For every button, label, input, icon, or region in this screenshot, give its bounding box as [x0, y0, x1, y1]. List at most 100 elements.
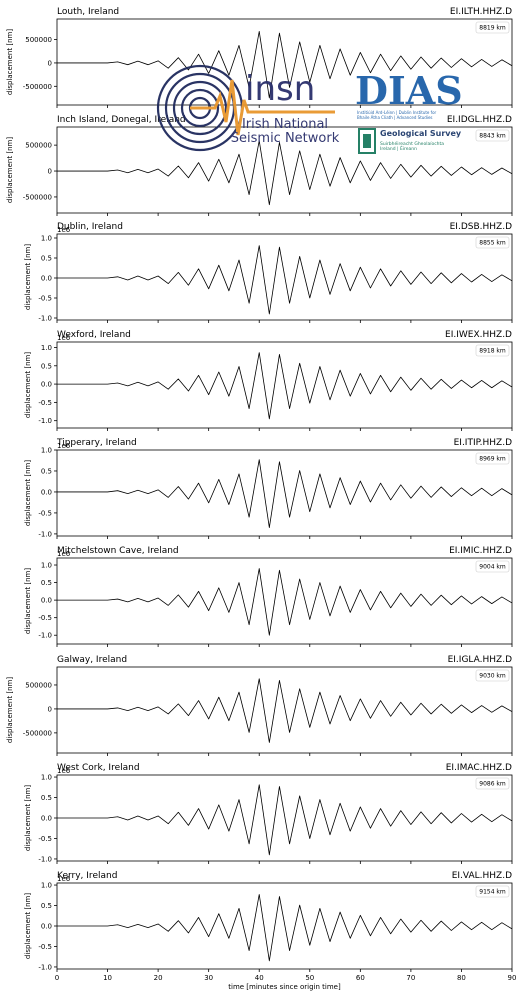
x-tick-label: 70: [406, 974, 415, 982]
logo-dias-sub: Institiúid Ard-Léinn | Dublin Institute …: [357, 110, 437, 115]
distance-box: [475, 560, 510, 573]
y-tick-label: 500000: [25, 142, 52, 150]
waveform: [57, 784, 513, 856]
waveform: [57, 459, 513, 529]
panel-title: West Cork, Ireland: [57, 763, 140, 773]
y-tick-label: -500000: [23, 83, 52, 91]
station-label: EI.ILTH.HHZ.D: [450, 7, 512, 17]
distance-box: [475, 777, 510, 790]
station-label: EI.VAL.HHZ.D: [452, 871, 512, 881]
plot-frame: [56, 18, 513, 106]
x-tick-label: 0: [55, 974, 59, 982]
y-axis-label: displacement [nm]: [6, 137, 14, 203]
panel-title: Kerry, Ireland: [57, 871, 117, 881]
distance-box: [475, 344, 510, 357]
offset-label: 1e6: [57, 442, 71, 450]
distance-label: 9154 km: [479, 889, 506, 896]
y-axis-label: displacement [nm]: [24, 785, 32, 851]
plot-frame: [56, 126, 513, 214]
y-tick-label: -1.0: [38, 855, 52, 863]
distance-label: 8819 km: [479, 25, 506, 32]
y-tick-label: 1.0: [41, 447, 52, 455]
waveform: [57, 568, 513, 636]
logo-gsi-sub: Suirbhéireacht Gheolaíochta: [380, 140, 444, 147]
y-tick-label: 1.0: [41, 562, 52, 570]
station-label: EI.IMIC.HHZ.D: [449, 546, 512, 556]
y-tick-label: -500000: [23, 729, 52, 737]
x-axis-label: time [minutes since origin time]: [228, 983, 341, 991]
y-tick-label: -0.5: [38, 943, 52, 951]
plot-frame: [56, 449, 513, 537]
y-tick-label: 500000: [25, 36, 52, 44]
station-label: EI.IWEX.HHZ.D: [445, 330, 512, 340]
panels: -500000 0 500000 displacement [nm] Louth, Ir…: [6, 7, 516, 991]
plot-frame: [56, 882, 513, 970]
y-tick-label: -1.0: [38, 315, 52, 323]
station-label: EI.DSB.HHZ.D: [450, 222, 512, 232]
distance-label: 8918 km: [479, 348, 506, 355]
distance-label: 9030 km: [479, 673, 506, 680]
y-tick-label: -0.5: [38, 614, 52, 622]
logo-dias-sub: Bhaile Átha Cliath | Advanced Studies: [357, 115, 433, 120]
station-label: EI.ITIP.HHZ.D: [454, 438, 512, 448]
distance-box: [475, 669, 510, 682]
logo-gsi-icon: [358, 128, 376, 154]
logo: insn Irish National Seismic Network DIAS…: [156, 64, 463, 154]
y-tick-label: 0.5: [41, 902, 52, 910]
y-tick-label: 0.0: [41, 381, 52, 389]
panel-title: Wexford, Ireland: [57, 330, 131, 340]
y-tick-label: 1.0: [41, 235, 52, 243]
y-axis-label: displacement [nm]: [24, 568, 32, 634]
y-tick-label: 1.0: [41, 344, 52, 352]
logo-gsi-icon: [363, 134, 371, 148]
waveform: [57, 30, 513, 99]
logo-gsi: Geological Survey: [380, 129, 462, 138]
y-tick-label: 500000: [25, 681, 52, 689]
panel-title: Inch Island, Donegal, Ireland: [57, 115, 186, 125]
y-axis-label: displacement [nm]: [6, 29, 14, 95]
y-tick-label: 0.5: [41, 362, 52, 370]
y-axis-label: displacement [nm]: [24, 244, 32, 310]
x-tick-label: 30: [204, 974, 213, 982]
logo-network: Seismic Network: [231, 131, 340, 146]
distance-label: 9086 km: [479, 781, 506, 788]
logo-wave: [190, 79, 335, 136]
y-tick-label: 1.0: [41, 882, 52, 890]
y-tick-label: -0.5: [38, 399, 52, 407]
distance-label: 8843 km: [479, 133, 506, 140]
x-tick-label: 20: [154, 974, 163, 982]
station-label: EI.IGLA.HHZ.D: [448, 655, 512, 665]
y-tick-label: -1.0: [38, 963, 52, 971]
panel-title: Tipperary, Ireland: [56, 438, 137, 448]
plot-frame: [56, 233, 513, 321]
plot-frame: [56, 774, 513, 862]
y-tick-label: 0: [48, 705, 52, 713]
offset-label: 1e6: [57, 767, 71, 775]
y-tick-label: 0: [48, 59, 52, 67]
y-axis-label: displacement [nm]: [24, 893, 32, 959]
plot-frame: [56, 557, 513, 645]
y-axis-label: displacement [nm]: [6, 677, 14, 743]
offset-label: 1e6: [57, 875, 71, 883]
panel-title: Mitchelstown Cave, Ireland: [57, 546, 179, 556]
panel-title: Dublin, Ireland: [57, 222, 123, 232]
y-tick-label: -0.5: [38, 509, 52, 517]
x-tick-label: 80: [457, 974, 466, 982]
y-tick-label: 0.5: [41, 467, 52, 475]
station-label: EI.IDGL.HHZ.D: [447, 115, 512, 125]
y-tick-label: 0.0: [41, 275, 52, 283]
offset-label: 1e6: [57, 550, 71, 558]
y-tick-label: 0.0: [41, 815, 52, 823]
y-tick-label: 0.0: [41, 923, 52, 931]
distance-box: [475, 129, 510, 142]
panel-title: Louth, Ireland: [57, 7, 119, 17]
y-tick-label: 0: [48, 168, 52, 176]
offset-label: 1e6: [57, 334, 71, 342]
plot-frame: [56, 666, 513, 754]
distance-label: 8969 km: [479, 456, 506, 463]
y-tick-label: -0.5: [38, 835, 52, 843]
logo-gsi-sub: Ireland | Éireann: [380, 144, 417, 152]
waveform: [57, 352, 513, 420]
